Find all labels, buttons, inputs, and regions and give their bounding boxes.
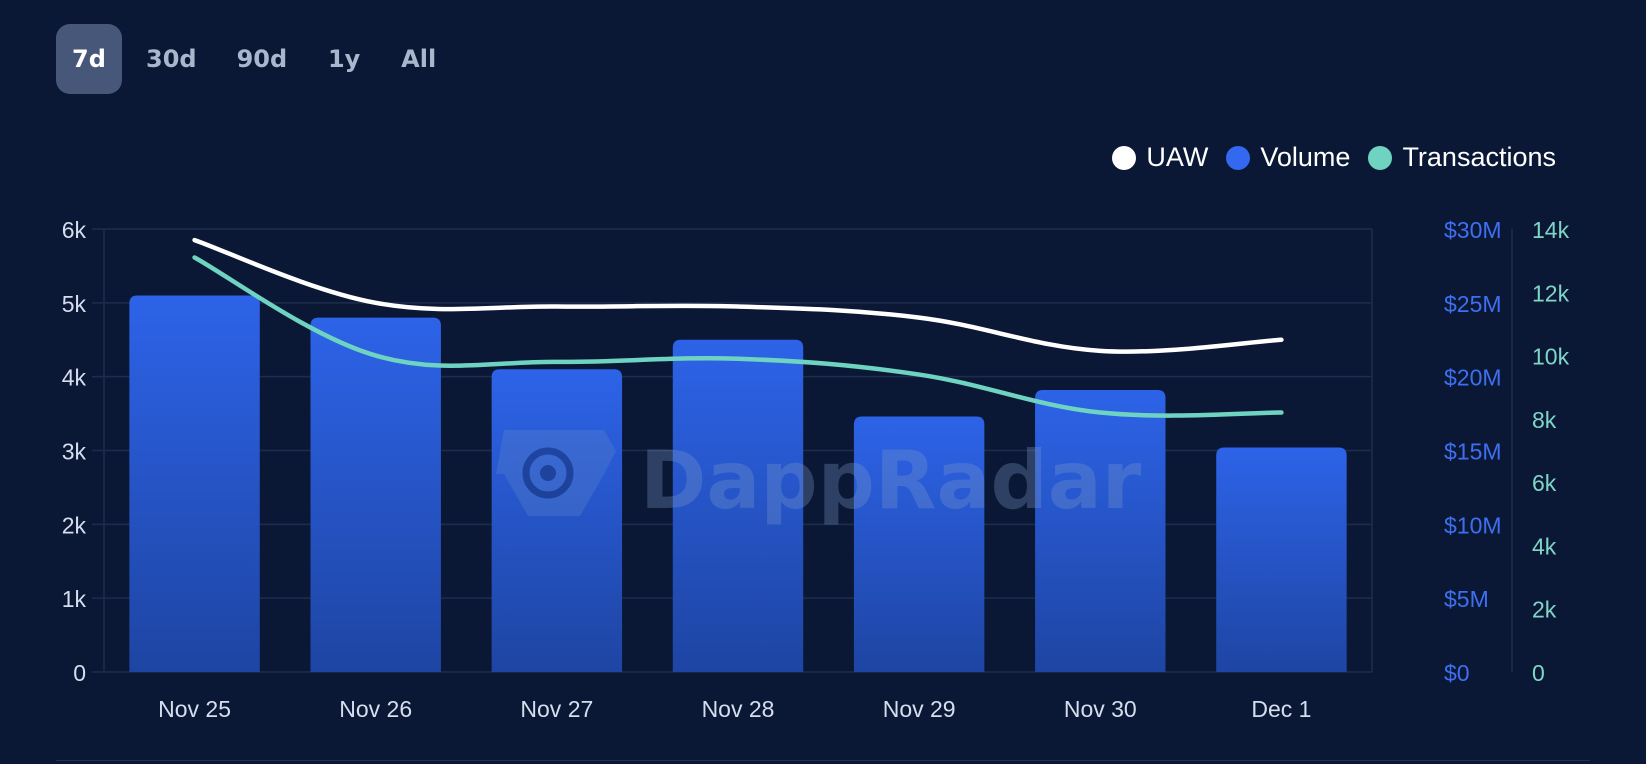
- y-tick-label-volume: $15M: [1444, 439, 1502, 465]
- volume-bar: [491, 369, 623, 672]
- axes: 0 1k 2k 3k 4k 5k 6k $0 $5M $10M $15M $20M $25M $30M 0 2…: [62, 217, 1570, 722]
- watermark: DappRadar: [496, 430, 1142, 527]
- y-tick-label-volume: $10M: [1444, 512, 1502, 538]
- tab-all[interactable]: All: [401, 45, 437, 73]
- volume-bar: [1216, 447, 1347, 672]
- x-tick-label: Nov 26: [339, 696, 412, 722]
- legend-label-transactions: Transactions: [1402, 142, 1556, 172]
- watermark-text: DappRadar: [640, 434, 1142, 527]
- y-tick-label-transactions: 2k: [1532, 597, 1557, 623]
- y-tick-label-uaw: 2k: [62, 512, 87, 538]
- bottom-divider: [56, 760, 1590, 761]
- y-tick-label-transactions: 4k: [1532, 533, 1557, 559]
- legend-label-volume: Volume: [1260, 142, 1351, 172]
- tab-90d[interactable]: 90d: [236, 45, 288, 73]
- legend-label-uaw: UAW: [1146, 142, 1209, 172]
- x-tick-label: Nov 29: [883, 696, 956, 722]
- volume-bar: [1035, 389, 1166, 672]
- volume-bar: [129, 295, 260, 672]
- radar-logo-icon: [496, 430, 616, 516]
- x-tick-label: Nov 30: [1064, 696, 1137, 722]
- x-tick-label: Nov 27: [520, 696, 593, 722]
- y-tick-label-transactions: 12k: [1532, 280, 1570, 306]
- volume-bars: [129, 295, 1347, 672]
- chart-legend: UAW Volume Transactions: [1112, 142, 1556, 173]
- series-line-uaw: [192, 237, 1284, 354]
- y-tick-label-uaw: 6k: [62, 217, 87, 243]
- series-lines: [192, 237, 1284, 418]
- y-tick-label-volume: $0: [1444, 660, 1470, 686]
- tab-30d[interactable]: 30d: [146, 45, 197, 73]
- y-tick-label-uaw: 5k: [62, 291, 87, 317]
- y-tick-label-transactions: 14k: [1532, 217, 1570, 243]
- y-tick-label-volume: $25M: [1444, 291, 1502, 317]
- legend-swatch-transactions: [1368, 145, 1393, 170]
- legend-swatch-uaw: [1112, 145, 1137, 170]
- y-tick-label-transactions: 6k: [1532, 470, 1557, 496]
- volume-bar: [853, 416, 985, 672]
- legend-item-volume[interactable]: Volume: [1226, 142, 1350, 173]
- legend-item-uaw[interactable]: UAW: [1112, 142, 1208, 173]
- y-tick-label-volume: $5M: [1444, 586, 1489, 612]
- y-tick-label-transactions: 10k: [1532, 344, 1570, 370]
- y-tick-label-uaw: 4k: [62, 365, 87, 391]
- tab-7d[interactable]: 7d: [56, 24, 122, 94]
- tab-1y[interactable]: 1y: [327, 45, 361, 73]
- x-tick-label: Nov 28: [702, 696, 775, 722]
- y-tick-label-transactions: 8k: [1532, 407, 1557, 433]
- x-tick-label: Dec 1: [1251, 696, 1311, 722]
- series-line-transactions: [192, 255, 1284, 418]
- y-tick-label-volume: $30M: [1444, 217, 1502, 243]
- y-tick-label-volume: $20M: [1444, 365, 1502, 391]
- y-tick-label-transactions: 0: [1532, 660, 1545, 686]
- x-tick-label: Nov 25: [158, 696, 231, 722]
- y-tick-label-uaw: 1k: [62, 586, 87, 612]
- legend-item-transactions[interactable]: Transactions: [1368, 142, 1556, 173]
- volume-bar: [310, 317, 441, 672]
- volume-bar: [672, 339, 804, 672]
- legend-swatch-volume: [1226, 145, 1251, 170]
- y-tick-label-uaw: 0: [73, 660, 86, 686]
- y-tick-label-uaw: 3k: [62, 439, 87, 465]
- time-range-tabs: 7d 30d 90d 1y All: [56, 24, 460, 94]
